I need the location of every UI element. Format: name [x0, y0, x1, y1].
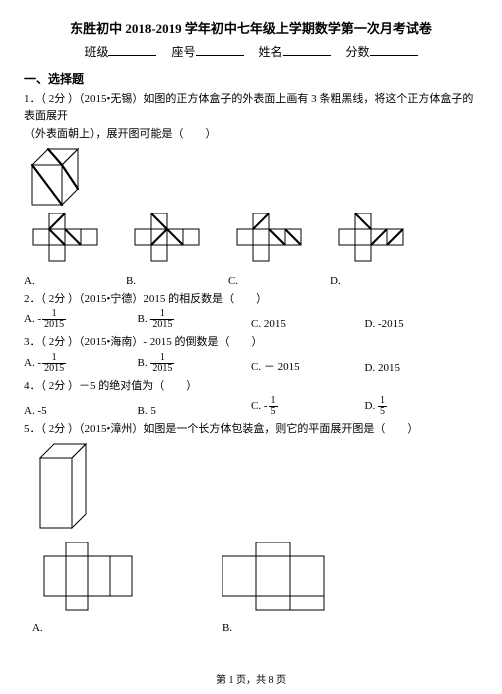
- q4-a: A. -5: [24, 405, 138, 417]
- q1-b-label: B.: [126, 275, 136, 287]
- seat-label: 座号: [171, 45, 195, 59]
- q1-c-label: C.: [228, 275, 238, 287]
- q3-stem: 3．（ 2分 ）（2015•海南）- 2015 的倒数是（ ）: [24, 334, 478, 351]
- q2-options: A. -12015 B. 12015 C. 2015 D. -2015: [24, 309, 478, 330]
- q3-b-label: B.: [138, 357, 148, 369]
- q1-option-d: D.: [330, 213, 412, 287]
- q5-option-a: A.: [32, 542, 142, 634]
- net-d-icon: [330, 213, 412, 275]
- q5-b-label: B.: [222, 622, 232, 634]
- q2-a: A. -12015: [24, 309, 138, 330]
- fraction-icon: 15: [269, 396, 278, 417]
- q4-c-label: C.: [251, 400, 261, 412]
- section-1-heading: 一、选择题: [24, 70, 478, 87]
- unfold-a-icon: [32, 542, 142, 622]
- net-b-icon: [126, 213, 208, 275]
- fraction-icon: 12015: [150, 309, 174, 330]
- q4-c: C. -15: [251, 396, 365, 417]
- score-label: 分数: [346, 45, 370, 59]
- q1-a-label: A.: [24, 275, 35, 287]
- q4-stem: 4．（ 2分 ）－5 的绝对值为（ ）: [24, 378, 478, 395]
- class-label: 班级: [84, 45, 108, 59]
- q3-c: C. － 2015: [251, 358, 365, 374]
- q5-box-figure: [32, 442, 108, 534]
- q4-b: B. 5: [138, 405, 252, 417]
- q2-b: B. 12015: [138, 309, 252, 330]
- q3-d: D. 2015: [365, 362, 479, 374]
- fraction-icon: 12015: [42, 309, 66, 330]
- exam-page: 东胜初中 2018-2019 学年初中七年级上学期数学第一次月考试卷 班级 座号…: [0, 0, 502, 694]
- q2-stem: 2．（ 2分 ）（2015•宁德）2015 的相反数是（ ）: [24, 291, 478, 308]
- q2-b-label: B.: [138, 313, 148, 325]
- class-blank: [108, 44, 156, 56]
- q1-stem-1: 1．（ 2分 ）（2015•无锡）如图的正方体盒子的外表面上画有 3 条粗黑线，…: [24, 91, 478, 124]
- q1-option-c: C.: [228, 213, 310, 287]
- net-a-icon: [24, 213, 106, 275]
- seat-blank: [196, 44, 244, 56]
- q4-d: D. 15: [365, 396, 479, 417]
- q1-option-a: A.: [24, 213, 106, 287]
- name-label: 姓名: [259, 45, 283, 59]
- unfold-b-icon: [222, 542, 332, 622]
- q4-options: A. -5 B. 5 C. -15 D. 15: [24, 396, 478, 417]
- fraction-icon: 12015: [42, 353, 66, 374]
- q2-a-label: A.: [24, 313, 35, 325]
- q1-stem-2: （外表面朝上），展开图可能是（ ）: [24, 126, 478, 143]
- q1-options-row: A. B.: [24, 213, 478, 287]
- page-footer: 第 1 页，共 8 页: [0, 671, 502, 686]
- q2-d: D. -2015: [365, 318, 479, 330]
- q5-options-row: A. B.: [32, 542, 478, 634]
- name-blank: [283, 44, 331, 56]
- q5-a-label: A.: [32, 622, 43, 634]
- q2-c: C. 2015: [251, 318, 365, 330]
- fraction-icon: 12015: [150, 353, 174, 374]
- net-c-icon: [228, 213, 310, 275]
- header-fields: 班级 座号 姓名 分数: [24, 43, 478, 60]
- score-blank: [370, 44, 418, 56]
- q5-option-b: B.: [222, 542, 332, 634]
- q1-option-b: B.: [126, 213, 208, 287]
- q1-d-label: D.: [330, 275, 341, 287]
- q3-options: A. -12015 B. 12015 C. － 2015 D. 2015: [24, 353, 478, 374]
- q3-a: A. -12015: [24, 353, 138, 374]
- q1-cube-figure: [24, 145, 94, 209]
- exam-title: 东胜初中 2018-2019 学年初中七年级上学期数学第一次月考试卷: [24, 18, 478, 37]
- fraction-icon: 15: [378, 396, 387, 417]
- q3-b: B. 12015: [138, 353, 252, 374]
- q3-a-label: A.: [24, 357, 35, 369]
- q5-stem: 5．（ 2分 ）（2015•漳州）如图是一个长方体包装盒，则它的平面展开图是（ …: [24, 421, 478, 438]
- q4-d-label: D.: [365, 400, 376, 412]
